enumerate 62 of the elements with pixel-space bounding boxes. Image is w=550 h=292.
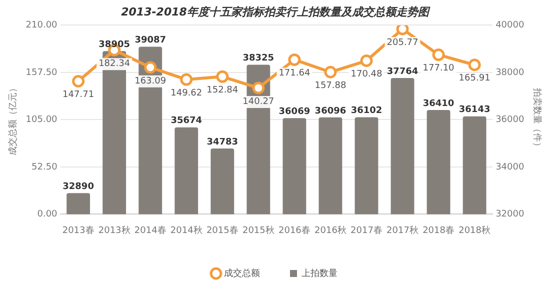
y2-tick-label: 36000 [496,115,524,126]
x-tick-label: 2016春 [278,224,310,236]
y2-tick-label: 40000 [496,20,524,31]
y2-tick-label: 32000 [496,210,524,220]
y-axis-title: 成交总额（亿元） [8,84,19,156]
data-label: 38325 [242,54,274,64]
point [72,75,85,88]
data-label: 36410 [422,98,454,109]
x-tick-label: 2018秋 [458,224,491,236]
data-label: 182.34 [98,58,130,69]
point [180,73,193,86]
data-label: 36069 [278,106,310,117]
y2-axis-title: 拍卖数量（件） [531,87,542,152]
x-tick-label: 2018春 [422,224,454,236]
point [216,70,229,83]
data-label: 38905 [98,40,130,50]
y-tick-label: 52.50 [32,162,58,172]
data-label: 152.84 [206,85,238,96]
x-tick-label: 2017秋 [386,224,418,236]
data-label: 149.62 [170,88,202,98]
chart-title: 2013-2018年度十五家指标拍卖行上拍数量及成交总额走势图 [121,5,431,18]
data-label: 37764 [386,66,418,77]
y-tick-label: 0.00 [37,210,58,220]
x-tick-label: 2013秋 [98,224,130,236]
x-tick-label: 2015秋 [242,224,274,236]
legend-label: 上拍数量 [302,268,338,279]
point [144,61,157,74]
data-label: 32890 [62,182,94,192]
x-tick-label: 2017春 [350,224,382,236]
data-label: 39087 [134,36,166,46]
point [252,82,265,94]
data-label: 34783 [206,137,238,148]
y2-tick-label: 34000 [496,162,524,172]
point [324,66,337,78]
point [288,53,301,66]
y-tick-label: 157.50 [26,68,58,78]
data-label: 36102 [350,106,382,116]
data-label: 171.64 [278,68,310,79]
data-label: 36143 [458,105,490,116]
data-label: 163.09 [134,76,166,86]
point [468,58,481,72]
x-tick-label: 2013春 [62,224,94,236]
data-label: 205.77 [386,38,418,48]
point [360,54,373,68]
data-label: 157.88 [314,80,346,91]
legend-label: 成交总额 [224,268,260,279]
data-label: 165.91 [458,74,490,84]
data-label: 177.10 [422,64,455,74]
data-label: 35674 [170,116,202,126]
y2-tick-label: 38000 [496,68,524,78]
y-tick-label: 210.00 [26,20,58,31]
x-tick-label: 2014春 [134,224,166,236]
data-label: 170.48 [350,70,383,80]
point [396,25,409,36]
x-tick-label: 2016秋 [314,224,346,236]
y-tick-label: 105.00 [26,115,58,126]
data-label: 140.27 [242,96,274,107]
point [432,48,445,62]
x-tick-label: 2014秋 [170,224,202,236]
data-label: 36096 [314,106,346,116]
data-label: 147.71 [62,90,94,100]
x-tick-label: 2015春 [206,224,238,236]
